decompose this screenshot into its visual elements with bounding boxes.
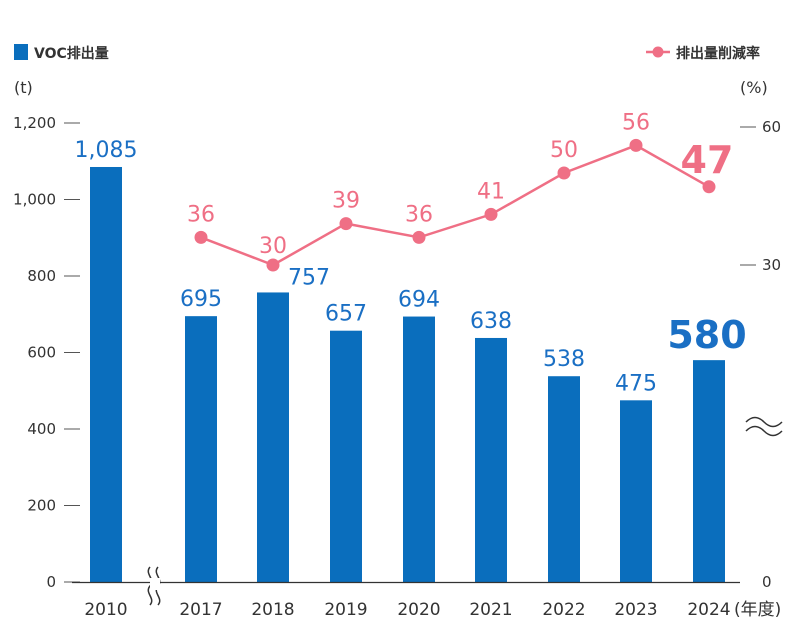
bar-value-label: 580 xyxy=(667,313,746,357)
x-tick-label: 2023 xyxy=(614,600,657,620)
x-tick-label: 2020 xyxy=(397,600,440,620)
bar-value-label: 1,085 xyxy=(75,138,138,163)
bar-value-label: 638 xyxy=(470,309,512,334)
bar-2019 xyxy=(330,330,362,582)
x-tick-label: 2017 xyxy=(179,600,222,620)
bar-2022 xyxy=(548,376,580,582)
left-tick-label: 400 xyxy=(27,420,56,438)
bar-2023 xyxy=(620,400,652,582)
left-tick-label: 800 xyxy=(27,267,56,285)
bar-value-label: 475 xyxy=(615,371,657,396)
left-tick-label: 1,000 xyxy=(13,191,56,209)
left-axis-unit: (t) xyxy=(14,78,33,97)
bar-2024 xyxy=(693,360,725,582)
right-axis-break-mark xyxy=(745,416,783,437)
legend-bar-label: VOC排出量 xyxy=(34,45,109,62)
x-axis-gap xyxy=(150,578,160,590)
x-tick-label: 2024 xyxy=(687,600,730,620)
left-tick-label: 0 xyxy=(46,573,56,591)
legend-line-label: 排出量削減率 xyxy=(676,45,760,62)
bar-value-label: 657 xyxy=(325,302,367,327)
left-tick-label: 600 xyxy=(27,344,56,362)
reduction-rate-label: 41 xyxy=(477,179,505,204)
x-tick-label: 2019 xyxy=(324,600,367,620)
right-tick-label: 30 xyxy=(762,256,781,274)
bar-2020 xyxy=(403,316,435,582)
bar-2010 xyxy=(90,166,122,583)
x-axis-unit: (年度) xyxy=(734,600,781,620)
left-tick-label: 200 xyxy=(27,497,56,515)
reduction-rate-point-2017 xyxy=(194,230,208,244)
x-tick-label: 2022 xyxy=(542,600,585,620)
reduction-rate-label: 56 xyxy=(622,110,650,135)
legend-bar-swatch xyxy=(14,44,28,60)
bar-2021 xyxy=(475,337,507,582)
bar-2018 xyxy=(257,292,289,582)
right-tick-label: 0 xyxy=(762,573,772,591)
reduction-rate-point-2023 xyxy=(629,138,643,152)
reduction-rate-label: 36 xyxy=(405,202,433,227)
x-tick-label: 2021 xyxy=(469,600,512,620)
x-tick-label: 2018 xyxy=(251,600,294,620)
reduction-rate-point-2024 xyxy=(702,180,716,194)
reduction-rate-label: 50 xyxy=(550,138,578,163)
reduction-rate-point-2019 xyxy=(339,217,353,231)
bar-value-label: 695 xyxy=(180,287,222,312)
reduction-rate-point-2022 xyxy=(557,166,571,180)
left-tick-label: 1,200 xyxy=(13,114,56,132)
bar-2017 xyxy=(185,316,217,582)
legend-line-marker xyxy=(652,46,664,58)
reduction-rate-line xyxy=(200,144,710,267)
x-tick-label: 2010 xyxy=(84,600,127,620)
right-tick-label: 60 xyxy=(762,118,781,136)
reduction-rate-point-2018 xyxy=(266,258,280,272)
right-axis-unit: (%) xyxy=(740,78,768,97)
bar-value-label: 694 xyxy=(398,288,440,313)
reduction-rate-point-2020 xyxy=(412,230,426,244)
reduction-rate-label: 47 xyxy=(681,138,734,182)
reduction-rate-label: 30 xyxy=(259,234,287,259)
reduction-rate-label: 39 xyxy=(332,189,360,214)
reduction-rate-point-2021 xyxy=(484,207,498,221)
reduction-rate-label: 36 xyxy=(187,202,215,227)
bar-value-label: 538 xyxy=(543,347,585,372)
bar-value-label: 757 xyxy=(288,265,330,290)
